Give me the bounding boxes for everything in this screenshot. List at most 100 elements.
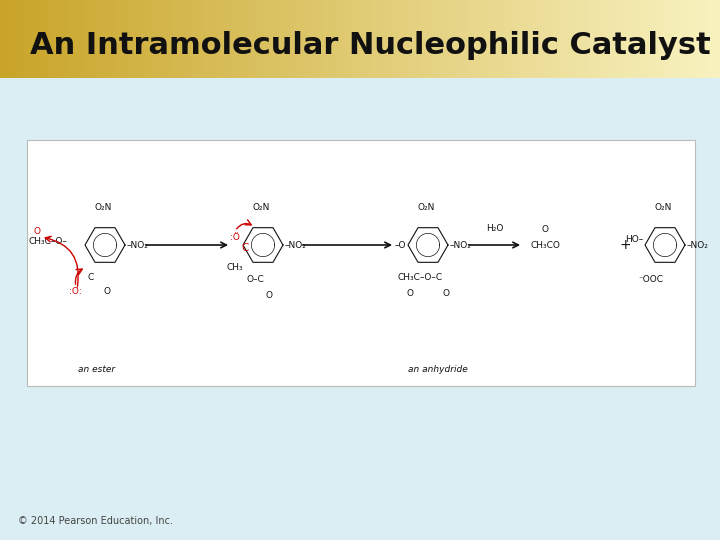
Bar: [29, 0, 31, 78]
Bar: [302, 0, 305, 78]
Bar: [662, 0, 665, 78]
Bar: [706, 0, 708, 78]
Bar: [526, 0, 528, 78]
Bar: [53, 0, 55, 78]
Bar: [254, 0, 257, 78]
Text: ⁻OOC: ⁻OOC: [639, 275, 664, 285]
Bar: [50, 0, 53, 78]
Bar: [621, 0, 624, 78]
Bar: [36, 0, 38, 78]
Bar: [459, 0, 461, 78]
Bar: [245, 0, 247, 78]
Bar: [540, 0, 542, 78]
Bar: [571, 0, 574, 78]
Bar: [684, 0, 686, 78]
Bar: [449, 0, 451, 78]
Bar: [161, 0, 163, 78]
Bar: [427, 0, 430, 78]
Bar: [554, 0, 557, 78]
Bar: [146, 0, 149, 78]
Text: O: O: [34, 226, 40, 235]
Text: –NO₂: –NO₂: [285, 240, 307, 249]
Bar: [600, 0, 603, 78]
Bar: [48, 0, 50, 78]
Bar: [290, 0, 293, 78]
Bar: [58, 0, 60, 78]
Bar: [686, 0, 689, 78]
Bar: [513, 0, 516, 78]
Bar: [595, 0, 598, 78]
Bar: [343, 0, 346, 78]
Bar: [269, 0, 271, 78]
Bar: [703, 0, 706, 78]
Bar: [430, 0, 432, 78]
Bar: [715, 0, 718, 78]
Text: O₂N: O₂N: [94, 203, 112, 212]
Bar: [531, 0, 533, 78]
Bar: [81, 0, 84, 78]
Text: O: O: [443, 288, 449, 298]
Bar: [398, 0, 401, 78]
Bar: [626, 0, 629, 78]
Bar: [468, 0, 470, 78]
Bar: [439, 0, 441, 78]
Text: –NO₂: –NO₂: [450, 240, 472, 249]
Bar: [202, 0, 204, 78]
Text: O: O: [541, 225, 549, 233]
Bar: [387, 0, 389, 78]
Bar: [259, 0, 261, 78]
Bar: [362, 0, 365, 78]
Bar: [603, 0, 605, 78]
Bar: [125, 0, 127, 78]
Bar: [456, 0, 459, 78]
Bar: [207, 0, 209, 78]
Bar: [7, 0, 9, 78]
Text: CH₃C–O–: CH₃C–O–: [28, 238, 67, 246]
Bar: [446, 0, 449, 78]
Bar: [487, 0, 490, 78]
Bar: [585, 0, 588, 78]
Bar: [326, 0, 329, 78]
Bar: [279, 0, 281, 78]
Bar: [117, 0, 120, 78]
Bar: [113, 0, 115, 78]
Bar: [466, 0, 468, 78]
Bar: [643, 0, 646, 78]
Bar: [614, 0, 617, 78]
Bar: [315, 0, 317, 78]
Bar: [22, 0, 24, 78]
Bar: [391, 0, 394, 78]
Bar: [312, 0, 315, 78]
Bar: [235, 0, 238, 78]
Bar: [425, 0, 427, 78]
Bar: [545, 0, 547, 78]
Bar: [108, 0, 110, 78]
Bar: [547, 0, 549, 78]
Bar: [365, 0, 367, 78]
Bar: [482, 0, 485, 78]
Bar: [144, 0, 146, 78]
Bar: [84, 0, 86, 78]
Bar: [297, 0, 300, 78]
Bar: [151, 0, 153, 78]
Bar: [631, 0, 634, 78]
Bar: [17, 0, 19, 78]
Bar: [552, 0, 554, 78]
Bar: [9, 0, 12, 78]
Bar: [38, 0, 41, 78]
Bar: [574, 0, 576, 78]
Bar: [27, 140, 695, 386]
Bar: [511, 0, 513, 78]
Bar: [257, 0, 259, 78]
Bar: [667, 0, 670, 78]
Bar: [218, 0, 221, 78]
Bar: [576, 0, 578, 78]
Bar: [65, 0, 67, 78]
Bar: [590, 0, 593, 78]
Bar: [434, 0, 437, 78]
Bar: [283, 0, 286, 78]
Bar: [389, 0, 391, 78]
Bar: [607, 0, 610, 78]
Bar: [163, 0, 166, 78]
Bar: [243, 0, 245, 78]
